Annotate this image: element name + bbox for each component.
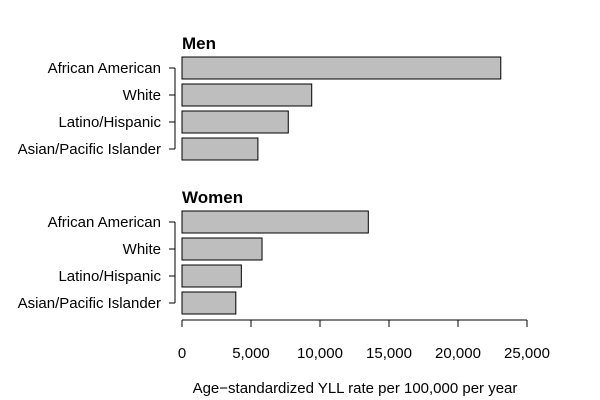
category-label: Asian/Pacific Islander <box>18 141 161 158</box>
panel-title: Men <box>182 34 216 53</box>
panel-women: Women African American White Latino/Hispani… <box>18 188 369 315</box>
category-label: Asian/Pacific Islander <box>18 295 161 312</box>
x-tick-label: 5,000 <box>232 345 270 362</box>
chart-panels: Men African American White Latino/Hispanic A… <box>18 34 502 315</box>
x-axis: 0 5,000 10,000 15,000 20,000 25,000 <box>178 319 550 362</box>
x-tick-label: 10,000 <box>297 345 343 362</box>
panel-title: Women <box>182 188 243 207</box>
x-axis-title: Age−standardized YLL rate per 100,000 pe… <box>193 380 518 397</box>
x-tick-label: 15,000 <box>366 345 412 362</box>
x-tick-label: 0 <box>178 345 186 362</box>
x-tick-label: 25,000 <box>504 345 550 362</box>
category-label: Latino/Hispanic <box>58 268 161 285</box>
bar-women-asian-pacific-islander <box>181 291 237 315</box>
category-label: White <box>123 87 161 104</box>
x-tick-label: 20,000 <box>435 345 481 362</box>
panel-men: Men African American White Latino/Hispanic A… <box>18 34 502 161</box>
bar-men-african-american <box>181 56 502 80</box>
category-label: Latino/Hispanic <box>58 114 161 131</box>
bar-men-latino-hispanic <box>181 110 289 134</box>
bar-women-white <box>181 237 263 261</box>
bar-men-white <box>181 83 313 107</box>
bar-men-asian-pacific-islander <box>181 137 259 161</box>
category-label: African American <box>48 60 161 77</box>
category-label: White <box>123 241 161 258</box>
bar-women-latino-hispanic <box>181 264 242 288</box>
category-label: African American <box>48 214 161 231</box>
bar-women-african-american <box>181 210 369 234</box>
